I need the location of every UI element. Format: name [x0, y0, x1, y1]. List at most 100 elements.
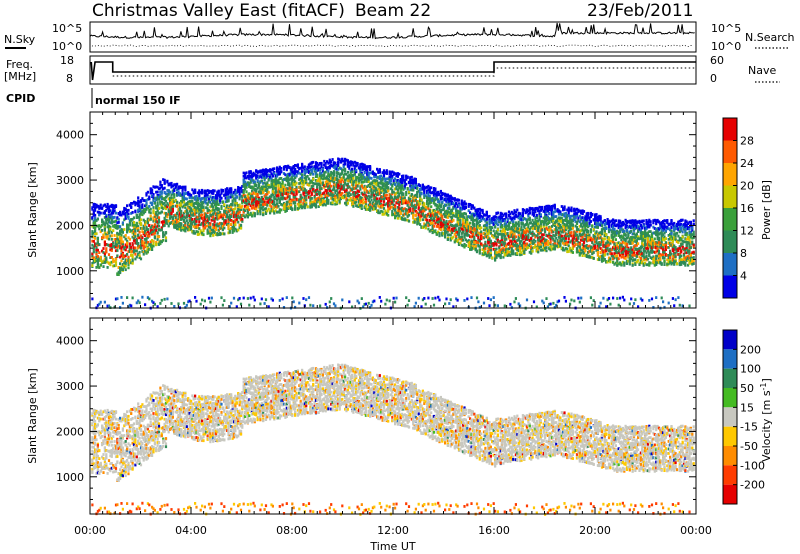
power-cell — [355, 186, 358, 190]
power-cell — [367, 191, 370, 194]
power-cell — [92, 240, 95, 243]
power-cell — [262, 187, 265, 191]
power-cell — [309, 162, 312, 166]
power-cell — [198, 204, 201, 208]
power-cell — [144, 245, 147, 249]
power-cell — [353, 172, 356, 176]
power-cell — [382, 174, 386, 178]
power-cell — [194, 212, 197, 216]
power-cell — [355, 178, 358, 182]
power-cell — [189, 216, 193, 220]
power-cell — [346, 186, 349, 190]
power-cell — [380, 180, 383, 183]
power-cell — [256, 171, 259, 175]
power-cell — [185, 215, 188, 219]
power-cell — [292, 198, 295, 201]
power-cell — [335, 200, 338, 204]
power-cell — [196, 198, 199, 202]
power-cell — [299, 166, 302, 170]
power-cell — [270, 177, 273, 181]
power-cell — [159, 240, 162, 243]
power-cell — [116, 234, 119, 238]
power-cell — [287, 207, 290, 210]
power-cell — [259, 212, 262, 216]
power-cell — [252, 186, 255, 190]
power-cell — [149, 211, 152, 215]
power-cell — [321, 181, 324, 185]
power-cell — [135, 249, 138, 253]
power-cell — [205, 194, 208, 197]
power-cell — [263, 187, 266, 191]
power-cell — [170, 209, 173, 212]
power-cell — [171, 198, 174, 202]
power-cell — [248, 200, 251, 204]
power-cell — [274, 188, 277, 191]
power-cell — [277, 178, 280, 182]
power-cell — [105, 256, 108, 260]
power-cell — [137, 210, 140, 213]
power-cell — [351, 167, 354, 171]
power-cell — [188, 299, 191, 303]
power-cell — [292, 196, 295, 200]
power-cell — [119, 270, 122, 274]
power-cell — [123, 209, 126, 213]
power-cell — [373, 179, 376, 182]
power-cell — [210, 218, 213, 222]
power-cell — [242, 296, 245, 300]
power-cell — [194, 210, 197, 213]
power-cell — [157, 187, 161, 191]
power-cell — [412, 213, 415, 217]
power-cell — [226, 200, 229, 203]
power-cell — [302, 181, 305, 184]
power-cell — [296, 164, 299, 168]
power-cell — [342, 187, 345, 190]
power-cell — [387, 186, 390, 189]
power-cell — [127, 261, 130, 265]
power-cell — [152, 211, 155, 215]
power-cell — [180, 201, 183, 205]
power-cell — [149, 240, 152, 244]
power-cell — [339, 193, 342, 196]
power-cell — [120, 296, 123, 299]
power-cell — [409, 207, 412, 211]
power-cell — [316, 162, 319, 165]
power-cell — [209, 190, 212, 193]
power-cell — [94, 259, 97, 263]
power-cell — [323, 177, 326, 180]
power-cell — [202, 196, 205, 200]
power-cell — [242, 184, 245, 188]
power-cell — [273, 202, 276, 206]
power-cell — [260, 197, 263, 201]
power-cell — [195, 215, 198, 219]
power-cell — [232, 214, 236, 218]
power-cell — [310, 193, 313, 196]
power-cell — [373, 206, 376, 210]
power-cell — [128, 203, 131, 207]
power-cell — [274, 185, 277, 189]
power-cell — [344, 157, 347, 161]
power-cell — [266, 209, 269, 213]
power-cell — [359, 199, 362, 202]
power-cell — [130, 304, 133, 308]
power-cell — [216, 208, 219, 212]
power-cell — [288, 197, 291, 201]
power-cell — [191, 211, 194, 215]
power-cell — [345, 172, 348, 176]
power-cell — [134, 238, 137, 242]
power-cell — [238, 190, 241, 194]
power-cell — [96, 243, 99, 247]
power-cell — [327, 178, 330, 181]
power-cell — [252, 181, 255, 184]
power-cell — [423, 191, 426, 194]
power-cell — [144, 249, 147, 253]
power-cell — [116, 221, 119, 225]
power-cell — [269, 168, 272, 171]
power-cell — [137, 204, 140, 207]
power-cell — [201, 188, 204, 192]
power-cell — [298, 171, 301, 175]
power-cell — [101, 218, 104, 222]
power-cell — [382, 203, 386, 207]
power-cell — [145, 249, 148, 253]
power-cell — [153, 215, 156, 218]
